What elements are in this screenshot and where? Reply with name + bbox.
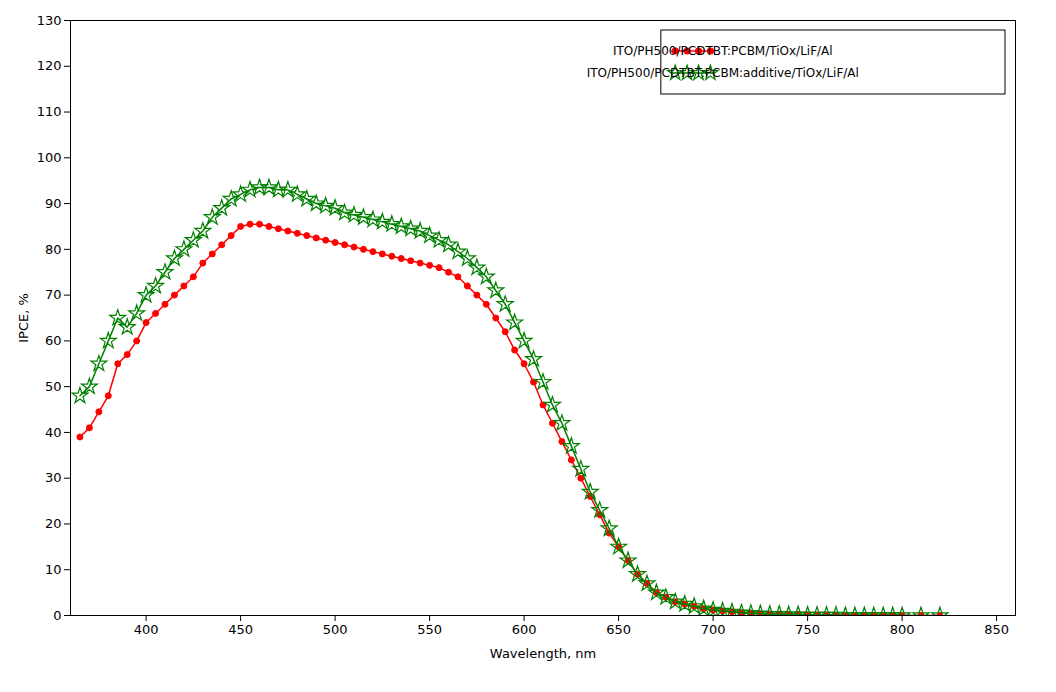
svg-text:400: 400 (134, 622, 159, 637)
svg-text:60: 60 (45, 333, 62, 348)
svg-text:IPCE, %: IPCE, % (16, 293, 31, 343)
svg-text:650: 650 (606, 622, 631, 637)
svg-text:500: 500 (323, 622, 348, 637)
svg-text:130: 130 (37, 13, 62, 28)
svg-text:40: 40 (45, 425, 62, 440)
svg-text:90: 90 (45, 196, 62, 211)
svg-text:550: 550 (417, 622, 442, 637)
svg-text:ITO/PH500/PCDTBT:PCBM:additive: ITO/PH500/PCDTBT:PCBM:additive/TiOx/LiF/… (587, 66, 859, 80)
svg-text:100: 100 (37, 150, 62, 165)
svg-text:450: 450 (228, 622, 253, 637)
svg-text:70: 70 (45, 287, 62, 302)
svg-text:Wavelength, nm: Wavelength, nm (490, 646, 596, 661)
svg-text:80: 80 (45, 242, 62, 257)
svg-text:ITO/PH500/PCDTBT:PCBM/TiOx/LiF: ITO/PH500/PCDTBT:PCBM/TiOx/LiF/Al (613, 44, 833, 58)
svg-text:50: 50 (45, 379, 62, 394)
svg-text:700: 700 (701, 622, 726, 637)
svg-text:0: 0 (53, 608, 61, 623)
svg-text:750: 750 (795, 622, 820, 637)
svg-text:110: 110 (37, 104, 62, 119)
svg-text:30: 30 (45, 470, 62, 485)
svg-text:800: 800 (890, 622, 915, 637)
svg-text:850: 850 (984, 622, 1009, 637)
svg-text:600: 600 (512, 622, 537, 637)
svg-text:120: 120 (37, 58, 62, 73)
svg-text:10: 10 (45, 562, 62, 577)
svg-text:20: 20 (45, 516, 62, 531)
